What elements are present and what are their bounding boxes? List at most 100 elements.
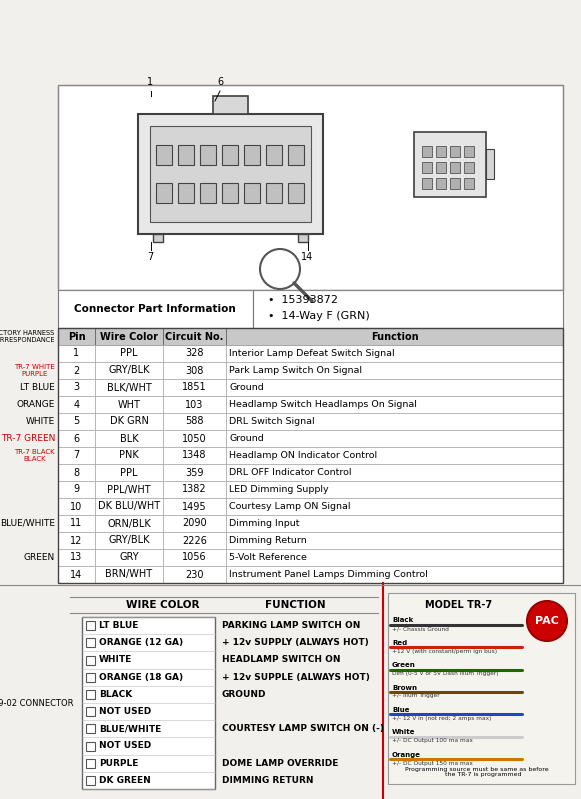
Bar	[226, 447, 563, 464]
Text: 3: 3	[73, 383, 80, 392]
Text: LED Dimming Supply: LED Dimming Supply	[229, 485, 329, 494]
Bar	[58, 464, 95, 481]
Text: HEADLAMP SWITCH ON: HEADLAMP SWITCH ON	[222, 655, 340, 665]
Bar	[226, 515, 563, 532]
Text: DRL Switch Signal: DRL Switch Signal	[229, 417, 315, 426]
Text: PURPLE: PURPLE	[99, 759, 138, 768]
Text: 1495: 1495	[182, 502, 207, 511]
Bar	[149, 126, 310, 222]
Bar	[86, 776, 95, 785]
Text: Dimming Return: Dimming Return	[229, 536, 307, 545]
Text: Interior Lamp Defeat Switch Signal: Interior Lamp Defeat Switch Signal	[229, 349, 394, 358]
Text: DIMMING RETURN: DIMMING RETURN	[222, 776, 314, 785]
Text: 588: 588	[185, 416, 204, 427]
Bar	[163, 362, 226, 379]
Text: Dimming Input: Dimming Input	[229, 519, 299, 528]
Bar	[58, 430, 95, 447]
Bar	[95, 549, 163, 566]
Bar	[58, 379, 95, 396]
Text: PPL: PPL	[120, 467, 138, 478]
Bar	[226, 532, 563, 549]
Text: Dim (0-5 V or 5V Dash Illum Trigger): Dim (0-5 V or 5V Dash Illum Trigger)	[392, 671, 498, 676]
Text: Instrument Panel Lamps Dimming Control: Instrument Panel Lamps Dimming Control	[229, 570, 428, 579]
Text: Brown: Brown	[392, 685, 417, 690]
Bar	[58, 566, 95, 583]
Text: Orange: Orange	[392, 752, 421, 757]
Text: 2: 2	[73, 365, 80, 376]
Text: Ground: Ground	[229, 434, 264, 443]
Text: DK GRN: DK GRN	[110, 416, 148, 427]
Text: WHT: WHT	[117, 400, 141, 410]
Bar	[86, 690, 95, 699]
Bar	[163, 515, 226, 532]
Text: BLK: BLK	[120, 434, 138, 443]
Text: TR-7 WHITE
PURPLE: TR-7 WHITE PURPLE	[15, 364, 55, 377]
Bar	[450, 177, 460, 189]
Text: NOT USED: NOT USED	[99, 707, 151, 716]
Text: WHITE: WHITE	[99, 655, 132, 665]
Text: GROUND: GROUND	[222, 690, 267, 699]
Bar	[95, 413, 163, 430]
Bar	[222, 183, 238, 203]
Text: 1: 1	[73, 348, 80, 359]
Text: WHITE: WHITE	[26, 417, 55, 426]
Text: 1: 1	[148, 77, 153, 87]
Text: +/- 12 V in (not red; 2 amps max): +/- 12 V in (not red; 2 amps max)	[392, 716, 492, 721]
Bar	[226, 328, 563, 345]
Bar	[222, 145, 238, 165]
Text: GRY/BLK: GRY/BLK	[108, 535, 150, 546]
Bar	[58, 481, 95, 498]
Bar	[95, 532, 163, 549]
Text: LT BLUE: LT BLUE	[99, 621, 138, 630]
Bar	[226, 481, 563, 498]
Bar	[58, 362, 95, 379]
Bar	[450, 145, 460, 157]
Bar	[156, 183, 171, 203]
Bar	[152, 234, 163, 242]
Bar	[422, 145, 432, 157]
Bar	[58, 85, 563, 290]
Text: 1050: 1050	[182, 434, 207, 443]
Bar	[163, 532, 226, 549]
Text: 359: 359	[185, 467, 204, 478]
Bar	[163, 498, 226, 515]
Bar	[163, 464, 226, 481]
Text: ORN/BLK: ORN/BLK	[107, 519, 151, 528]
Bar	[486, 149, 494, 179]
Bar	[163, 345, 226, 362]
Bar	[288, 145, 304, 165]
Bar	[95, 379, 163, 396]
Bar	[58, 413, 95, 430]
Text: •  15393872: • 15393872	[268, 295, 338, 305]
Text: PNK: PNK	[119, 451, 139, 460]
Bar	[163, 328, 226, 345]
Bar	[95, 481, 163, 498]
Bar	[436, 161, 446, 173]
Text: •  14-Way F (GRN): • 14-Way F (GRN)	[268, 311, 370, 321]
Text: PAC: PAC	[535, 616, 559, 626]
Text: PPL/WHT: PPL/WHT	[107, 484, 151, 495]
Bar	[163, 413, 226, 430]
Text: BLACK: BLACK	[99, 690, 132, 699]
Bar	[58, 290, 253, 328]
Bar	[226, 430, 563, 447]
Bar	[58, 345, 95, 362]
Text: ORANGE (18 GA): ORANGE (18 GA)	[99, 673, 183, 682]
Text: 5: 5	[73, 416, 80, 427]
Bar	[266, 145, 282, 165]
Bar	[178, 183, 193, 203]
Bar	[163, 549, 226, 566]
Bar	[226, 396, 563, 413]
Bar	[464, 177, 474, 189]
Bar	[95, 430, 163, 447]
Bar	[244, 145, 260, 165]
Text: BLK/WHT: BLK/WHT	[107, 383, 152, 392]
Bar	[450, 161, 460, 173]
Bar	[436, 177, 446, 189]
Text: +/- Illum Trigger: +/- Illum Trigger	[392, 694, 440, 698]
Bar	[95, 515, 163, 532]
Text: 1348: 1348	[182, 451, 207, 460]
Bar	[388, 593, 575, 784]
Text: Ground: Ground	[229, 383, 264, 392]
Bar	[226, 345, 563, 362]
